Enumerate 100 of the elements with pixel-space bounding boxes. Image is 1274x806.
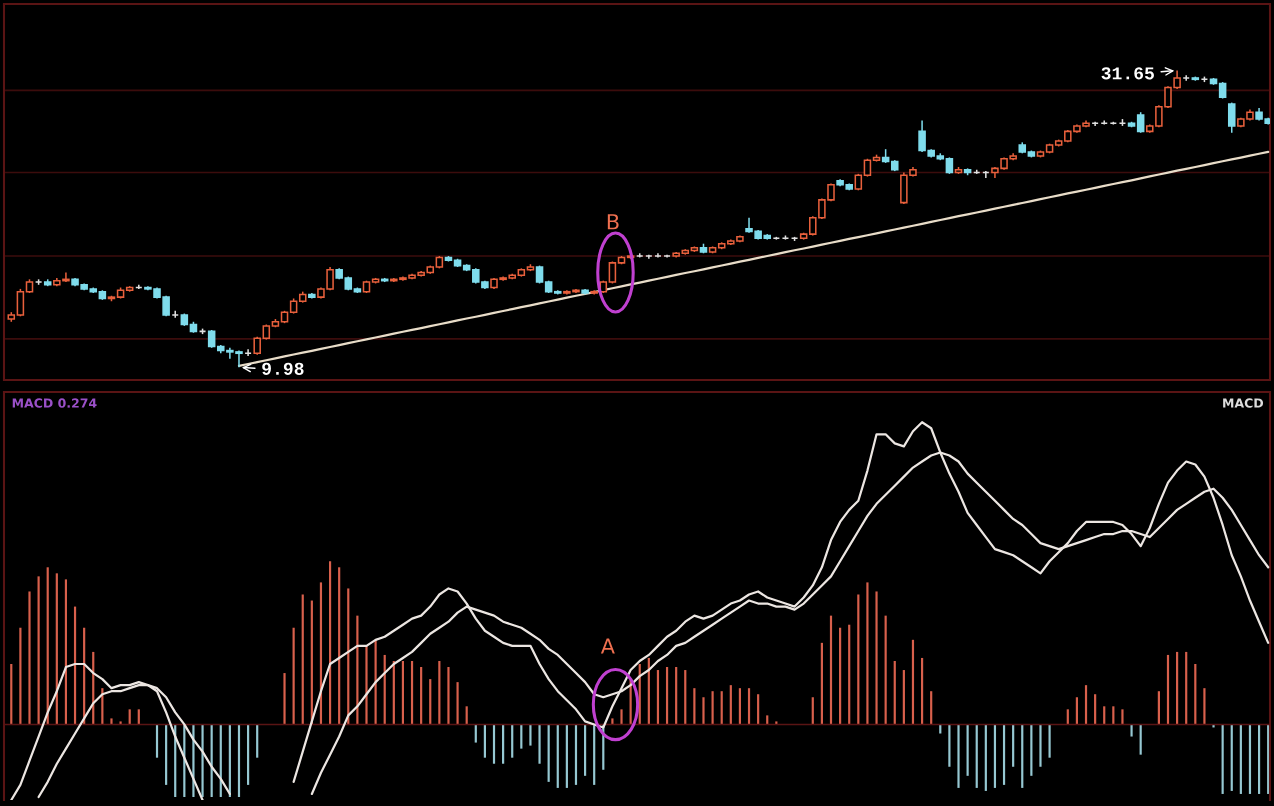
bar: [401, 660, 405, 725]
bar: [1139, 724, 1142, 755]
bar: [984, 724, 987, 791]
bar: [574, 724, 578, 785]
bar: [283, 673, 286, 725]
bar: [975, 724, 978, 788]
bar: [547, 724, 550, 782]
annotation: A: [600, 638, 615, 654]
bar: [301, 594, 304, 725]
bar: [520, 724, 523, 749]
text: MACD 0.274: [12, 398, 97, 408]
bar: [565, 724, 568, 788]
bar: [201, 724, 204, 797]
bar: [556, 724, 559, 788]
bar: [693, 688, 696, 725]
bar: [1094, 694, 1097, 725]
bar: [1030, 724, 1033, 776]
bar: [410, 660, 414, 725]
bar: [256, 724, 259, 758]
bar: [155, 724, 159, 758]
bar: [729, 685, 732, 725]
bar: [429, 679, 432, 725]
bar: [447, 667, 450, 725]
candlestick: [1136, 111, 1145, 134]
bar: [420, 667, 423, 725]
bar: [483, 724, 486, 758]
bar: [820, 642, 823, 725]
bar: [247, 724, 250, 785]
bar: [1048, 724, 1051, 758]
bar: [1257, 724, 1261, 794]
bar: [165, 724, 168, 785]
bar: [902, 670, 905, 725]
bar: [766, 715, 769, 725]
bar: [620, 709, 623, 725]
bar: [237, 724, 241, 797]
bar: [1084, 685, 1088, 725]
bar: [848, 624, 851, 725]
bar: [711, 691, 714, 725]
bar: [365, 645, 368, 725]
candlestick: [1227, 101, 1236, 134]
bar: [1176, 651, 1179, 725]
bar: [930, 691, 933, 725]
bar: [1248, 724, 1252, 794]
bar: [1002, 724, 1006, 785]
bar: [19, 627, 22, 725]
annotation: 31.65: [1101, 67, 1154, 80]
bar: [502, 724, 505, 764]
bar: [702, 697, 705, 725]
bar: [583, 724, 587, 776]
bar: [966, 724, 969, 776]
bar: [10, 664, 13, 725]
bar: [1021, 724, 1024, 788]
bar: [292, 627, 295, 725]
bar: [119, 721, 122, 725]
bar: [893, 660, 896, 725]
bar: [957, 724, 960, 788]
bar: [37, 576, 40, 725]
bar: [529, 724, 532, 746]
bar: [438, 660, 441, 725]
bar: [1066, 709, 1069, 725]
bar: [875, 591, 878, 725]
bar: [456, 682, 459, 725]
bar: [1157, 691, 1160, 725]
bar: [1121, 709, 1124, 725]
bar: [920, 657, 924, 725]
bar: [811, 697, 814, 725]
bar: [829, 615, 833, 725]
bar: [1239, 724, 1242, 794]
annotation: 9.98: [262, 362, 304, 375]
bar: [720, 691, 723, 725]
bar: [1112, 706, 1115, 725]
bar: [1203, 688, 1206, 725]
text: MACD: [1223, 398, 1264, 408]
bar: [939, 724, 942, 734]
bar: [1103, 706, 1106, 725]
bar: [993, 724, 997, 788]
bar: [656, 670, 660, 725]
bar: [128, 709, 131, 725]
bar: [1194, 664, 1197, 725]
bar: [884, 615, 887, 725]
bar: [911, 639, 915, 725]
bar: [1267, 724, 1270, 794]
bar: [1039, 724, 1042, 767]
bar: [465, 706, 468, 725]
bar: [857, 594, 860, 725]
bar: [1130, 724, 1133, 737]
bar: [665, 667, 669, 725]
bar: [137, 709, 140, 725]
bar: [492, 724, 496, 764]
bar: [1075, 697, 1079, 725]
bar: [511, 724, 514, 758]
bar: [839, 627, 842, 725]
bar: [1166, 654, 1170, 725]
bar: [611, 718, 614, 725]
bar: [110, 718, 113, 725]
bar: [1221, 724, 1224, 794]
bar: [1230, 724, 1233, 791]
annotation: B: [607, 214, 619, 230]
bar: [1012, 724, 1015, 767]
bar: [675, 667, 678, 725]
